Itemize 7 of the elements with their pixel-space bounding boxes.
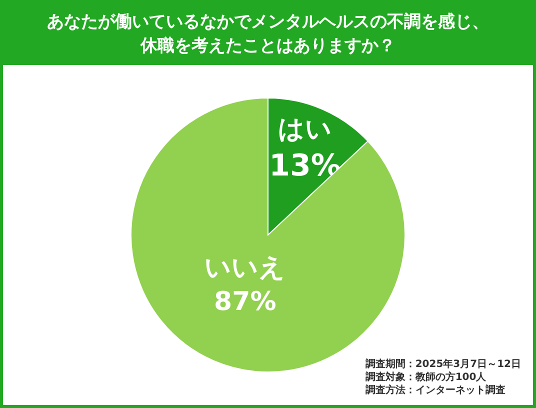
slice-label: はい [278,114,332,144]
slice-label: いいえ [204,252,286,283]
chart-title: あなたが働いているなかでメンタルヘルスの不調を感じ、休職を考えたことはありますか？ [46,11,490,58]
data-label: 87% [214,286,276,317]
text: 調査期間：2025年3月7日～12日 [365,358,521,371]
text: 調査方法：インターネット調査 [365,384,506,397]
text: 調査対象：教師の方100人 [365,371,488,384]
